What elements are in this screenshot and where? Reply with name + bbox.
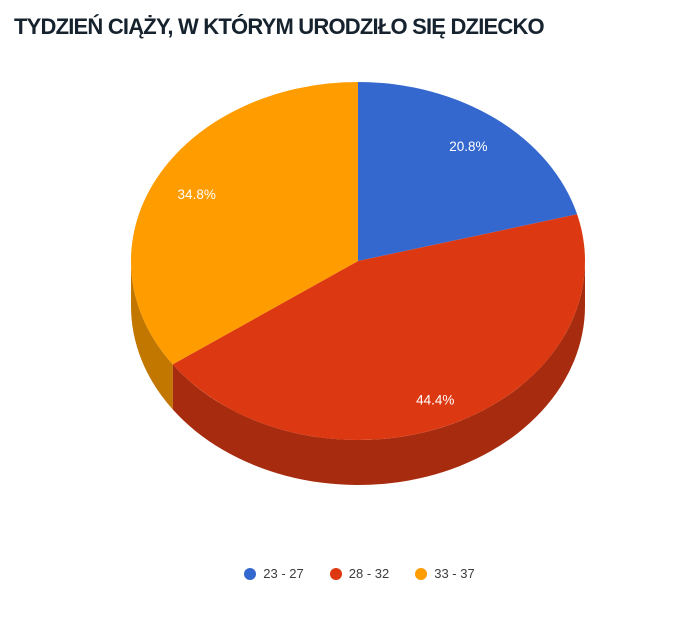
pie-slice-0[interactable] <box>358 82 578 261</box>
pie-slice-label-1: 44.4% <box>416 392 454 407</box>
legend-marker-icon <box>329 567 342 580</box>
pie-slice-1[interactable] <box>172 214 586 441</box>
legend-item-2[interactable]: 33 - 37 <box>415 566 475 581</box>
legend-label: 33 - 37 <box>434 566 475 581</box>
legend-marker-icon <box>415 567 428 580</box>
pie-slice-label-0: 20.8% <box>449 139 487 154</box>
chart-legend: 23 - 27 28 - 32 33 - 37 <box>17 566 685 581</box>
legend-marker-icon <box>244 567 257 580</box>
legend-item-0[interactable]: 23 - 27 <box>244 566 304 581</box>
legend-item-1[interactable]: 28 - 32 <box>329 566 390 581</box>
pie-slice-label-2: 34.8% <box>178 187 216 202</box>
chart-title: TYDZIEŃ CIĄŻY, W KTÓRYM URODZIŁO SIĘ DZI… <box>14 14 545 39</box>
pie-slice-side-2 <box>131 261 173 410</box>
pie-slice-2[interactable] <box>130 82 358 365</box>
pie-slice-side-1 <box>172 261 585 486</box>
legend-label: 28 - 32 <box>348 566 390 581</box>
legend-label: 23 - 27 <box>263 566 304 581</box>
